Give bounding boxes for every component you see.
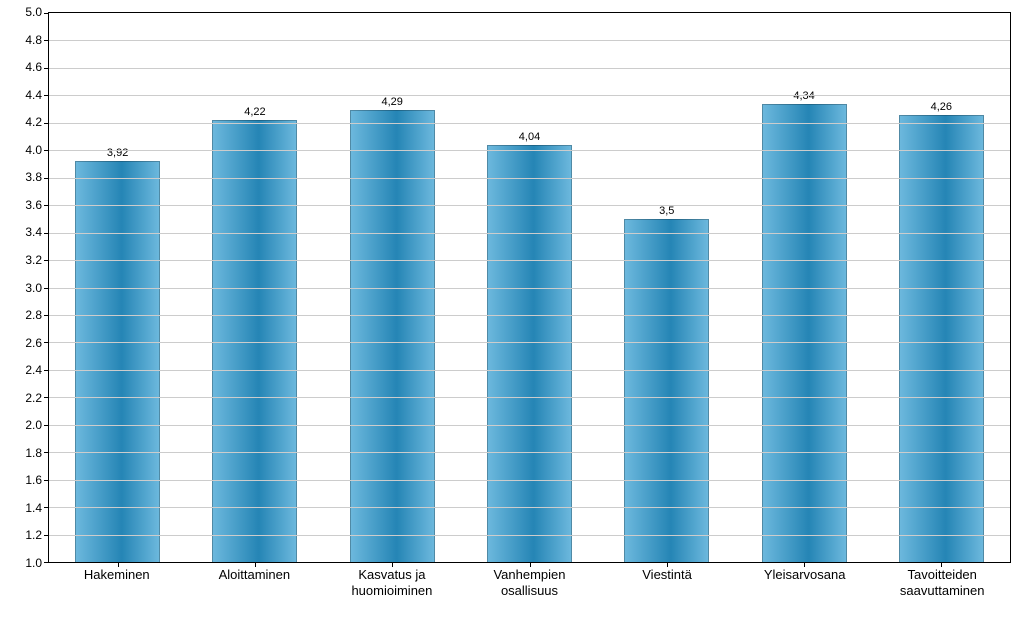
gridline: [49, 315, 1010, 316]
gridline: [49, 480, 1010, 481]
y-tick-label: 4.6: [25, 60, 42, 74]
y-tick-mark: [44, 205, 49, 206]
gridline: [49, 425, 1010, 426]
y-tick-label: 2.2: [25, 391, 42, 405]
y-tick-mark: [44, 13, 49, 14]
y-tick-label: 1.2: [25, 528, 42, 542]
x-tick-label: Vanhempien osallisuus: [493, 567, 565, 598]
bar-value-label: 4,26: [931, 101, 952, 113]
bar-value-label: 4,29: [381, 96, 402, 108]
y-tick-mark: [44, 397, 49, 398]
gridline: [49, 205, 1010, 206]
x-tick-label: Kasvatus ja huomioiminen: [351, 567, 432, 598]
bar: 4,22: [212, 120, 297, 562]
gridline: [49, 233, 1010, 234]
y-tick-label: 4.4: [25, 88, 42, 102]
y-tick-label: 1.8: [25, 446, 42, 460]
gridline: [49, 370, 1010, 371]
bar-value-label: 3,5: [659, 205, 674, 217]
bar-value-label: 4,22: [244, 106, 265, 118]
x-tick-label: Yleisarvosana: [764, 567, 846, 583]
plot-area: 3,92 4,22 4,29 4,04 3,5 4,34 4,26: [48, 12, 1011, 563]
y-tick-mark: [44, 288, 49, 289]
bar: 3,5: [624, 219, 709, 562]
y-tick-mark: [44, 178, 49, 179]
y-tick-mark: [44, 480, 49, 481]
x-axis: Hakeminen Aloittaminen Kasvatus ja huomioi…: [48, 563, 1011, 611]
y-tick-label: 4.2: [25, 115, 42, 129]
gridline: [49, 40, 1010, 41]
y-tick-mark: [44, 507, 49, 508]
gridline: [49, 178, 1010, 179]
y-tick-label: 3.0: [25, 281, 42, 295]
bar-chart: 1.0 1.2 1.4 1.6 1.8 2.0 2.2 2.4 2.6 2.8 3.0 3.2 3.4 3…: [8, 8, 1015, 611]
x-tick-label: Tavoitteiden saavuttaminen: [900, 567, 985, 598]
y-tick-label: 5.0: [25, 5, 42, 19]
y-tick-mark: [44, 40, 49, 41]
y-tick-label: 4.0: [25, 143, 42, 157]
y-tick-label: 2.4: [25, 363, 42, 377]
y-tick-label: 3.2: [25, 253, 42, 267]
gridline: [49, 507, 1010, 508]
y-tick-label: 1.0: [25, 556, 42, 570]
y-tick-mark: [44, 315, 49, 316]
y-tick-label: 1.4: [25, 501, 42, 515]
y-tick-label: 4.8: [25, 33, 42, 47]
gridline: [49, 123, 1010, 124]
y-tick-mark: [44, 425, 49, 426]
x-tick-label: Aloittaminen: [219, 567, 291, 583]
y-tick-mark: [44, 342, 49, 343]
y-tick-label: 2.8: [25, 308, 42, 322]
bar: 4,04: [487, 145, 572, 562]
y-tick-label: 1.6: [25, 473, 42, 487]
y-tick-label: 3.6: [25, 198, 42, 212]
y-tick-label: 3.4: [25, 225, 42, 239]
y-tick-mark: [44, 535, 49, 536]
bar: 4,34: [762, 104, 847, 562]
y-tick-label: 2.0: [25, 418, 42, 432]
gridline: [49, 68, 1010, 69]
gridline: [49, 95, 1010, 96]
y-tick-mark: [44, 68, 49, 69]
y-tick-label: 2.6: [25, 336, 42, 350]
y-axis: 1.0 1.2 1.4 1.6 1.8 2.0 2.2 2.4 2.6 2.8 3.0 3.2 3.4 3…: [8, 8, 48, 611]
gridline: [49, 260, 1010, 261]
y-tick-label: 3.8: [25, 170, 42, 184]
y-tick-mark: [44, 370, 49, 371]
y-tick-mark: [44, 95, 49, 96]
bar-value-label: 4,04: [519, 131, 540, 143]
gridline: [49, 452, 1010, 453]
x-tick-label: Hakeminen: [84, 567, 150, 583]
gridline: [49, 342, 1010, 343]
gridline: [49, 397, 1010, 398]
gridline: [49, 288, 1010, 289]
bar: 3,92: [75, 161, 160, 562]
y-tick-mark: [44, 123, 49, 124]
y-tick-mark: [44, 233, 49, 234]
y-tick-mark: [44, 452, 49, 453]
bar: 4,26: [899, 115, 984, 562]
gridline: [49, 150, 1010, 151]
y-tick-mark: [44, 260, 49, 261]
bar-value-label: 3,92: [107, 147, 128, 159]
gridline: [49, 535, 1010, 536]
y-tick-mark: [44, 150, 49, 151]
x-tick-label: Viestintä: [642, 567, 692, 583]
